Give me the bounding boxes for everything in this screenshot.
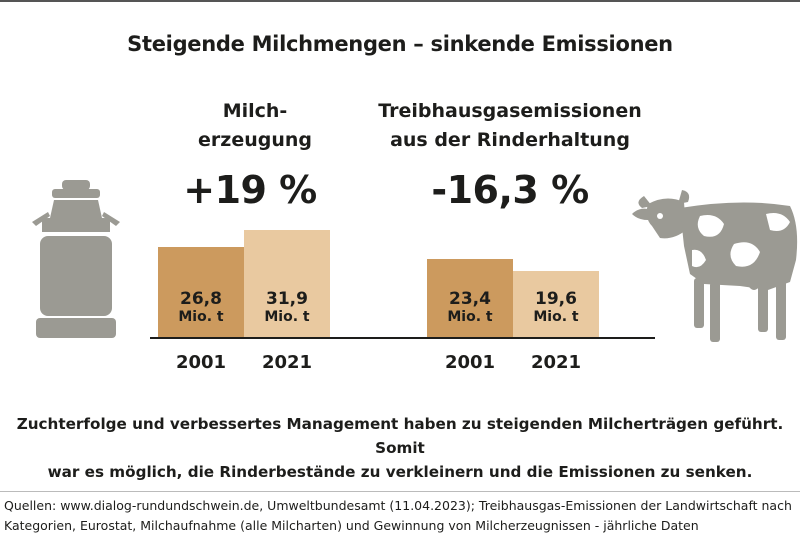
- chart-1-unit-2001: Mio. t: [178, 309, 224, 325]
- chart-2-unit-2021: Mio. t: [533, 309, 579, 325]
- source-divider: [0, 491, 800, 492]
- source-text: Quellen: www.dialog-rundundschwein.de, U…: [4, 496, 800, 536]
- chart-2-change: -16,3 %: [431, 168, 589, 212]
- chart-2-data-label-2001: 23,4 Mio. t: [427, 289, 513, 326]
- chart-1-title: Milch- erzeugung: [180, 97, 330, 155]
- chart-1-title-line-1: Milch-: [222, 100, 288, 122]
- chart-1-title-line-2: erzeugung: [198, 129, 312, 151]
- chart-2-title-line-2: aus der Rinderhaltung: [390, 129, 630, 151]
- chart-baseline: [150, 337, 655, 339]
- chart-2-unit-2001: Mio. t: [447, 309, 493, 325]
- milk-can-icon: [32, 180, 120, 338]
- chart-1-bar-2021: [244, 230, 330, 337]
- page-title: Steigende Milchmengen – sinkende Emissio…: [127, 32, 673, 56]
- chart-2-title: Treibhausgasemissionen aus der Rinderhal…: [360, 97, 660, 155]
- source-line-1: Quellen: www.dialog-rundundschwein.de, U…: [4, 498, 792, 513]
- explanation-text: Zuchterfolge und verbessertes Management…: [0, 412, 800, 484]
- chart-2-bar-2001: [427, 259, 513, 337]
- chart-1-data-label-2021: 31,9 Mio. t: [244, 289, 330, 326]
- chart-1-value-2021: 31,9: [266, 289, 308, 309]
- chart-1-category-2021: 2021: [261, 352, 313, 373]
- chart-2-value-2001: 23,4: [449, 289, 491, 309]
- chart-1-change: +19 %: [183, 168, 317, 212]
- chart-1-category-2001: 2001: [175, 352, 227, 373]
- explanation-line-1: Zuchterfolge und verbessertes Management…: [16, 415, 784, 457]
- chart-2-value-2021: 19,6: [535, 289, 577, 309]
- cow-icon: [632, 190, 798, 342]
- explanation-line-2: war es möglich, die Rinderbestände zu ve…: [47, 463, 753, 481]
- chart-2-category-2001: 2001: [444, 352, 496, 373]
- chart-2-title-line-1: Treibhausgasemissionen: [378, 100, 642, 122]
- chart-2-data-label-2021: 19,6 Mio. t: [513, 289, 599, 326]
- chart-2-bar-2021: [513, 271, 599, 337]
- chart-1-value-2001: 26,8: [180, 289, 222, 309]
- source-line-2: Kategorien, Eurostat, Milchaufnahme (all…: [4, 518, 699, 533]
- chart-1-bar-2001: [158, 247, 244, 337]
- chart-1-unit-2021: Mio. t: [264, 309, 310, 325]
- chart-1-data-label-2001: 26,8 Mio. t: [158, 289, 244, 326]
- chart-2-category-2021: 2021: [530, 352, 582, 373]
- top-border: [0, 0, 800, 2]
